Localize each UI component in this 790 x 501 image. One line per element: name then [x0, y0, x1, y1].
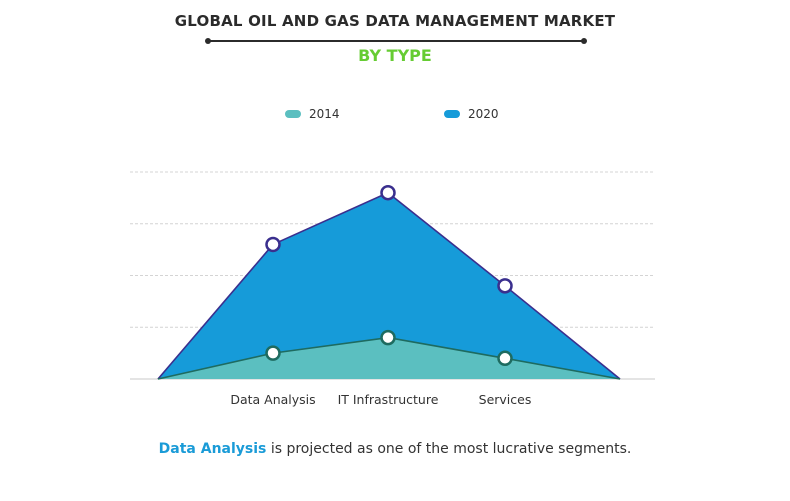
point-2020-it-infrastructure [380, 184, 396, 201]
x-tick-label-it-infrastructure: IT Infrastructure [338, 392, 439, 407]
legend-swatch-2020 [444, 110, 460, 118]
point-2014-services [497, 350, 513, 367]
title-divider-left-dot [205, 38, 211, 44]
point-2020-data-analysis [265, 236, 281, 253]
footer-highlight: Data Analysis [158, 441, 267, 457]
legend-label-2014: 2014 [309, 107, 340, 121]
legend-item-2014: 2014 [285, 106, 340, 122]
point-2014-data-analysis [265, 345, 281, 361]
title-divider-right-dot [581, 38, 587, 44]
area-2020 [158, 192, 620, 379]
x-tick-label-data-analysis: Data Analysis [230, 392, 315, 407]
legend-label-2020: 2020 [468, 107, 499, 121]
point-2020-services [497, 278, 513, 294]
legend: 2014 2020 [0, 106, 790, 126]
footer-caption: Data Analysis is projected as one of the… [0, 441, 790, 457]
legend-item-2020: 2020 [444, 106, 499, 122]
footer-text: is projected as one of the most lucrativ… [266, 441, 632, 457]
chart-subtitle: BY TYPE [358, 46, 432, 65]
x-tick-label-services: Services [479, 392, 532, 407]
chart-title: GLOBAL OIL AND GAS DATA MANAGEMENT MARKE… [174, 12, 616, 30]
area-2014 [158, 337, 620, 379]
point-2014-it-infrastructure [380, 329, 396, 346]
title-divider [208, 40, 584, 42]
legend-swatch-2014 [285, 110, 301, 118]
